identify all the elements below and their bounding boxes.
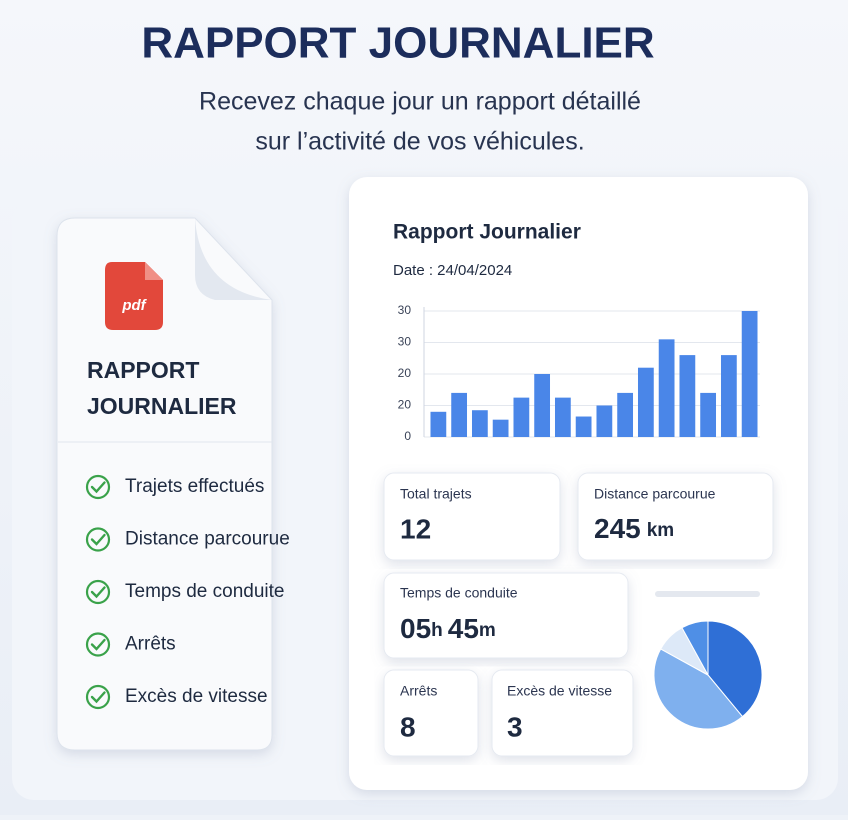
title: RAPPORT JOURNALIER [141, 19, 654, 68]
stat-value: 12 [400, 513, 431, 544]
pdf-icon: pdf [105, 262, 163, 330]
bar [679, 355, 696, 437]
bar [658, 339, 675, 437]
stat-minutes: 45 [448, 613, 479, 644]
stat-card [491, 669, 634, 757]
bar [554, 397, 571, 437]
stat-value: 3 [507, 711, 523, 742]
stat-label: Arrêts [400, 683, 437, 699]
pie-slice [653, 648, 744, 730]
checklist-item: Trajets effectués [125, 476, 264, 497]
stat-value: 05h 45m [400, 613, 496, 644]
bar [513, 397, 530, 437]
bar [430, 411, 447, 437]
pie-slice [681, 620, 709, 676]
check-icon [85, 684, 111, 710]
pie-slice [707, 620, 763, 718]
document-title: JOURNALIER [87, 393, 237, 419]
placeholder-bar [655, 591, 760, 597]
stat-unit: km [647, 520, 674, 541]
page-curl [195, 218, 272, 300]
bar [741, 311, 758, 437]
report-date: Date : 24/04/2024 [393, 262, 512, 279]
checklist-item: Distance parcourue [125, 529, 290, 550]
checklist: Trajets effectués Distance parcourue Temps… [85, 474, 290, 710]
stat-card [383, 669, 479, 757]
pie-chart [653, 620, 763, 730]
check-mark [90, 691, 106, 704]
subtitle: sur l’activité de vos véhicules. [255, 128, 584, 156]
y-tick-label: 20 [398, 366, 412, 380]
check-mark [90, 638, 106, 651]
stat-value: 8 [400, 711, 416, 742]
check-icon [85, 632, 111, 657]
y-tick-label: 30 [398, 303, 412, 317]
stat-cards: Total trajets 12 Distance parcourue 245 k… [383, 472, 774, 757]
bar [492, 419, 509, 437]
stat-label: Temps de conduite [400, 585, 518, 601]
stat-card [383, 472, 561, 561]
check-mark [90, 586, 106, 599]
bar [700, 392, 717, 437]
check-icon [85, 527, 111, 552]
y-tick-label: 30 [398, 335, 412, 349]
bar [637, 367, 654, 437]
icon-label: pdf [121, 297, 147, 314]
checklist-item: Temps de conduite [125, 581, 285, 602]
stat-card [383, 572, 629, 659]
stat-unit: h [431, 620, 443, 641]
check-mark [90, 533, 106, 546]
bar [471, 410, 488, 437]
check-mark [90, 481, 106, 494]
bar [451, 392, 468, 437]
bar-chart: 0 20 20 30 30 [398, 303, 760, 443]
stat-label: Total trajets [400, 486, 472, 502]
bar [575, 416, 592, 437]
document-title: RAPPORT [87, 357, 199, 383]
stat-unit: m [479, 620, 496, 641]
stat-value: 245 km [594, 513, 674, 544]
report-title: Rapport Journalier [393, 221, 581, 244]
check-icon [85, 579, 111, 605]
bar [534, 374, 551, 437]
stat-label: Distance parcourue [594, 486, 716, 502]
y-tick-label: 20 [398, 398, 412, 412]
bar [617, 392, 634, 437]
stat-card [577, 472, 774, 561]
bar [596, 405, 613, 437]
document-card [56, 217, 273, 751]
checklist-item: Arrêts [125, 634, 176, 655]
bar [720, 355, 737, 437]
checklist-item: Excès de vitesse [125, 686, 268, 707]
stat-number: 245 [594, 513, 641, 544]
subtitle: Recevez chaque jour un rapport détaillé [199, 88, 641, 116]
check-icon [85, 474, 111, 500]
stat-label: Excès de vitesse [507, 683, 612, 699]
stat-hours: 05 [400, 613, 431, 644]
y-tick-label: 0 [404, 429, 411, 443]
